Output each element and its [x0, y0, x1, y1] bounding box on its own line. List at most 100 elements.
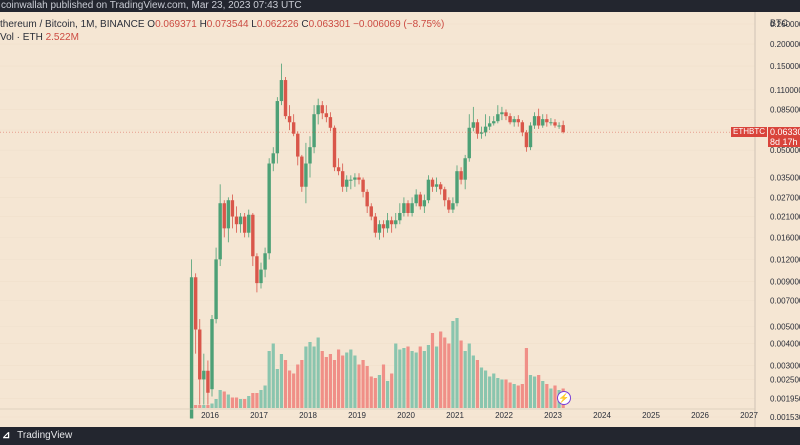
ohlc-legend: thereum / Bitcoin, 1M, BINANCE O0.069371… — [0, 19, 444, 30]
candle-body — [328, 117, 333, 128]
volume-bar — [488, 376, 492, 408]
candle-body — [536, 116, 541, 126]
volume-legend: Vol · ETH 2.522M — [0, 32, 79, 43]
candle-body — [373, 216, 378, 233]
volume-bar — [365, 366, 369, 408]
volume-bar — [390, 373, 394, 408]
volume-bar — [475, 360, 480, 408]
candle-body — [206, 370, 210, 393]
candle-body — [532, 116, 537, 126]
candle-body — [267, 163, 271, 254]
volume-bar — [283, 360, 288, 408]
candle-body — [504, 112, 508, 117]
candle-body — [512, 119, 516, 123]
candle-body — [385, 220, 390, 229]
volume-bar — [369, 376, 373, 408]
volume-bar — [373, 378, 377, 408]
tradingview-logo-icon: ⊿ — [2, 430, 11, 441]
candle-body — [345, 179, 349, 187]
candle-body — [406, 203, 410, 213]
footer-bar: ⊿ TradingView — [0, 427, 800, 445]
volume-bar — [267, 351, 271, 408]
candle-body — [422, 200, 427, 207]
candle-body — [312, 114, 316, 148]
candle-body — [365, 191, 369, 207]
volume-bar — [422, 351, 426, 408]
open-label: O — [147, 19, 156, 30]
close-label: C — [301, 19, 309, 30]
volume-bar — [418, 346, 422, 408]
symbol-name: thereum / Bitcoin, 1M, BINANCE — [0, 19, 145, 30]
candle-body — [434, 184, 439, 187]
x-tick-label: 2025 — [642, 411, 660, 420]
volume-bar — [443, 337, 447, 408]
candle-body — [557, 125, 561, 127]
candle-body — [304, 163, 308, 187]
candle-body — [349, 179, 353, 181]
candle-body — [291, 122, 296, 134]
candle-body — [320, 105, 324, 114]
volume-bar — [287, 370, 292, 408]
change-value: −0.006069 (−8.75%) — [353, 19, 445, 30]
volume-bar — [324, 357, 328, 408]
candle-body — [463, 158, 467, 180]
candle-body — [193, 277, 198, 330]
candle-body — [189, 277, 194, 419]
candle-body — [238, 216, 243, 225]
candle-body — [398, 212, 402, 221]
lightning-icon[interactable]: ⚡ — [557, 391, 571, 405]
volume-bar — [194, 405, 198, 408]
volume-bar — [251, 393, 255, 408]
candle-body — [545, 119, 549, 123]
candle-body — [279, 80, 284, 102]
candle-body — [508, 116, 512, 123]
volume-bar — [304, 346, 308, 408]
x-tick-label: 2023 — [544, 411, 562, 420]
candle-body — [353, 177, 357, 180]
candle-body — [471, 122, 476, 128]
candle-body — [402, 203, 406, 213]
x-tick-label: 2019 — [348, 411, 366, 420]
volume-bar — [247, 396, 251, 408]
volume-bar — [238, 399, 243, 408]
volume-bar — [406, 346, 410, 408]
open-value: 0.069371 — [155, 19, 197, 30]
volume-bar — [353, 355, 357, 408]
candle-body — [202, 370, 206, 380]
candle-body — [528, 125, 533, 148]
candle-body — [332, 127, 337, 168]
volume-bar — [222, 391, 226, 408]
candle-body — [475, 122, 480, 134]
volume-bar — [292, 373, 296, 408]
candle-body — [418, 194, 422, 207]
candle-body — [443, 189, 447, 201]
candle-body — [496, 114, 500, 122]
candle-body — [336, 167, 341, 172]
candle-body — [308, 147, 312, 164]
candle-body — [381, 224, 386, 229]
x-tick-label: 2024 — [593, 411, 611, 420]
volume-bar — [541, 381, 545, 408]
volume-bar — [512, 384, 516, 408]
volume-bar — [226, 394, 230, 408]
symbol-price-label: ETHBTC — [731, 127, 767, 138]
candle-body — [357, 177, 361, 180]
volume-bar — [398, 349, 402, 408]
volume-bar — [402, 348, 406, 408]
y-tick-label: 0.001530 — [770, 413, 800, 422]
candle-body — [210, 319, 214, 390]
candle-body — [492, 121, 496, 124]
candle-body — [389, 220, 394, 225]
volume-bar — [243, 399, 247, 408]
volume-bar — [341, 355, 345, 408]
candle-body — [430, 179, 435, 187]
volume-bar — [492, 373, 496, 408]
volume-bar — [524, 348, 529, 408]
